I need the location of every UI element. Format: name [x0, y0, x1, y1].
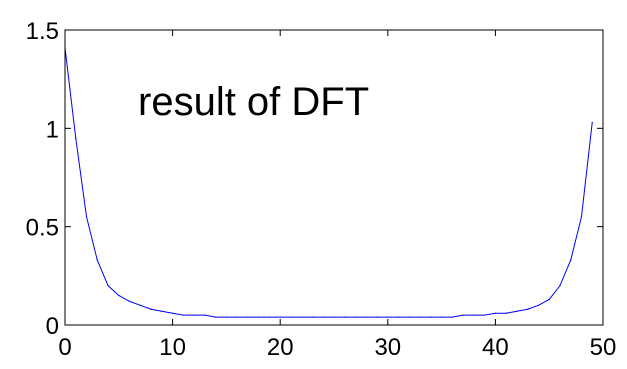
chart-annotation: result of DFT [138, 80, 369, 124]
data-point [559, 285, 561, 287]
data-point [527, 308, 529, 310]
x-tick-label: 10 [159, 334, 186, 361]
data-point [441, 316, 443, 318]
data-point [225, 316, 227, 318]
data-point [419, 316, 421, 318]
data-point [548, 298, 550, 301]
data-point [387, 316, 389, 318]
data-point [268, 316, 271, 318]
x-tick-label: 40 [482, 334, 509, 361]
axes-box [64, 29, 604, 326]
data-point [301, 316, 303, 318]
data-point [462, 314, 464, 316]
data-point [311, 316, 314, 318]
data-point [75, 137, 77, 139]
data-point [505, 312, 507, 314]
tick-layer: 0 10 20 30 40 50 0 0.5 1 1.5 [26, 18, 617, 361]
data-point [279, 316, 281, 318]
y-tick-label: 1.5 [26, 18, 59, 45]
x-tick-label: 30 [374, 334, 401, 361]
data-point [484, 314, 486, 316]
data-point [451, 316, 453, 318]
y-tick-label: 0 [46, 313, 59, 340]
data-point [494, 312, 496, 314]
data-point [344, 316, 346, 318]
data-point [150, 308, 152, 310]
data-point [473, 314, 475, 316]
data-point [96, 259, 98, 261]
data-point [128, 300, 131, 302]
data-point [118, 294, 120, 297]
data-point [516, 310, 518, 312]
data-point [247, 316, 249, 318]
data-point [376, 316, 378, 318]
data-point [580, 216, 583, 218]
data-point [182, 314, 184, 316]
y-tick-label: 0.5 [26, 215, 59, 242]
data-point [290, 316, 292, 318]
data-point [322, 316, 324, 318]
x-tick-label: 50 [590, 334, 617, 361]
data-point [215, 316, 217, 318]
x-tick-label: 20 [267, 334, 294, 361]
y-tick-label: 1 [46, 116, 59, 143]
data-point [85, 216, 88, 218]
data-point [591, 121, 593, 124]
data-point [397, 316, 400, 318]
data-point [193, 314, 195, 316]
data-point [570, 259, 572, 261]
data-point [236, 316, 238, 318]
series-layer [64, 47, 593, 318]
data-point [354, 316, 357, 318]
series-line [64, 47, 593, 318]
data-point [172, 312, 174, 314]
data-point [139, 304, 141, 306]
data-point [107, 285, 109, 287]
data-point [204, 314, 206, 316]
data-point [430, 316, 432, 318]
data-point [408, 316, 410, 318]
data-point [161, 310, 163, 312]
data-point [333, 316, 335, 318]
plot-area [65, 30, 603, 325]
data-point [365, 316, 367, 318]
data-point [537, 304, 540, 306]
data-point [258, 316, 260, 318]
x-tick-label: 0 [58, 334, 71, 361]
